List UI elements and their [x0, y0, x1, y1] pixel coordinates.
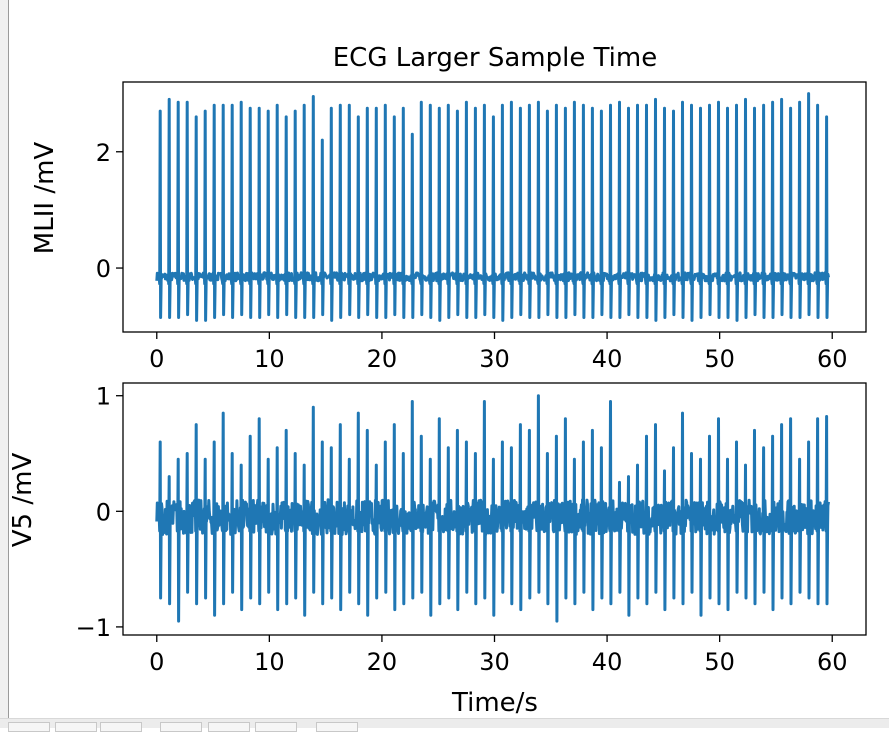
x-tick-label: 30	[479, 648, 510, 676]
window-frame-left	[0, 0, 9, 718]
toolbar-button[interactable]	[100, 722, 142, 732]
x-axis-label: Time/s	[451, 688, 538, 718]
toolbar-button[interactable]	[255, 722, 297, 732]
toolbar-button[interactable]	[160, 722, 202, 732]
x-tick-label: 60	[817, 345, 848, 373]
x-tick-label: 20	[367, 345, 398, 373]
toolbar-button[interactable]	[8, 722, 50, 732]
chart-title: ECG Larger Sample Time	[333, 43, 657, 73]
toolbar-button[interactable]	[208, 722, 250, 732]
x-tick-label: 20	[367, 648, 398, 676]
x-tick-label: 50	[704, 345, 735, 373]
x-tick-label: 30	[479, 345, 510, 373]
y-tick-label: 1	[96, 383, 111, 411]
axes-mlii: 0 10 20 30 40 50 60 0 2	[96, 81, 867, 373]
y-tick-label: 0	[96, 498, 111, 526]
y-tick-label: −1	[76, 614, 111, 642]
toolbar-button[interactable]	[316, 722, 358, 732]
y-tick-label: 0	[96, 255, 111, 283]
ecg-series-line	[155, 92, 830, 322]
y-tick-label: 2	[96, 139, 111, 167]
x-tick-label: 60	[817, 648, 848, 676]
x-tick-label: 10	[254, 648, 285, 676]
y-axis-label-mlii: MLII /mV	[30, 142, 60, 255]
axes-v5: 0 10 20 30 40 50 60 −1 0 1	[76, 382, 867, 676]
toolbar-button[interactable]	[55, 722, 97, 732]
x-tick-label: 50	[704, 648, 735, 676]
x-tick-label: 40	[592, 345, 623, 373]
x-tick-label: 0	[149, 345, 164, 373]
y-axis-label-v5: V5 /mV	[8, 453, 38, 548]
x-tick-label: 40	[592, 648, 623, 676]
x-tick-label: 10	[254, 345, 285, 373]
x-tick-label: 0	[149, 648, 164, 676]
ecg-series-line	[155, 394, 830, 623]
